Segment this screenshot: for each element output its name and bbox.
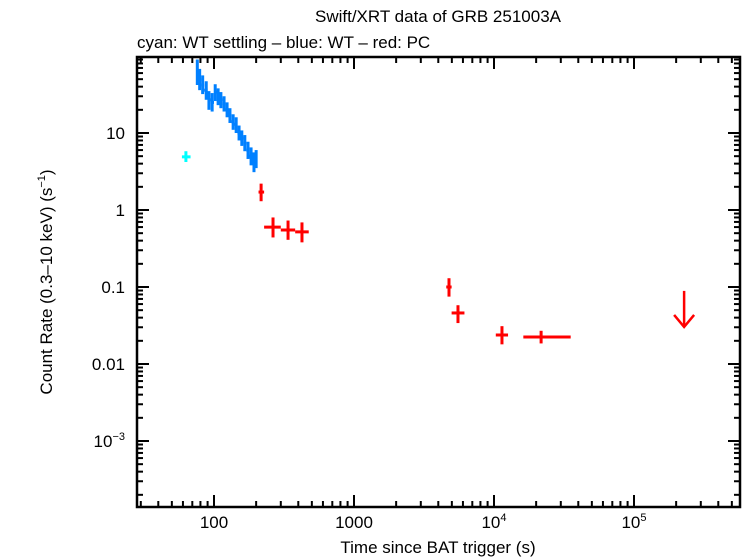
data-point-wt	[254, 150, 258, 169]
data-point-wt	[201, 75, 205, 95]
data-point-wt	[222, 96, 226, 112]
x-tick-label: 105	[621, 512, 646, 532]
data-point-pc	[258, 183, 265, 202]
data-point-pc	[446, 278, 452, 297]
data-point-wt	[246, 141, 250, 159]
y-tick-label: 1	[116, 201, 125, 220]
y-axis-label: Count Rate (0.3–10 keV) (s−1)	[36, 169, 56, 394]
data-point-wt	[219, 92, 223, 109]
plot-frame	[135, 55, 742, 509]
data-point-wt	[228, 108, 232, 123]
chart-title: Swift/XRT data of GRB 251003A	[315, 7, 562, 26]
data-point-pc	[264, 217, 281, 238]
y-tick-label: 10	[106, 124, 125, 143]
data-point-wt-settling	[181, 151, 191, 163]
x-tick-label: 1000	[335, 513, 373, 532]
x-axis-label: Time since BAT trigger (s)	[340, 538, 535, 557]
data-point-pc	[495, 326, 509, 345]
y-tick-label: 0.1	[101, 278, 125, 297]
data-point-wt	[198, 68, 202, 91]
data-point-wt	[249, 147, 253, 166]
data-point-wt	[237, 125, 241, 141]
upper-limit-pc	[673, 290, 696, 329]
y-axis-label-tail: )	[37, 169, 56, 175]
series-pc	[258, 183, 696, 345]
data-point-pc	[523, 330, 571, 344]
data-point-wt	[210, 93, 214, 112]
data-point-wt	[213, 84, 217, 102]
x-tick-label: 104	[481, 512, 506, 532]
data-point-wt	[243, 135, 247, 152]
data-point-wt	[240, 130, 244, 146]
data-point-wt	[231, 114, 235, 130]
y-tick-label: 10−3	[94, 431, 125, 451]
data-point-pc	[295, 222, 309, 243]
y-axis-label-sup: −1	[36, 175, 48, 188]
chart-subtitle: cyan: WT settling – blue: WT – red: PC	[137, 33, 430, 52]
series-wt	[195, 59, 258, 173]
x-tick-label: 100	[200, 513, 228, 532]
data-point-wt	[204, 81, 208, 100]
data-point-wt	[225, 102, 229, 118]
y-tick-label: 0.01	[92, 355, 125, 374]
series-wt-settling	[181, 151, 191, 163]
y-axis-label-main: Count Rate (0.3–10 keV) (s	[37, 188, 56, 395]
data-point-pc	[280, 220, 296, 240]
upper-limit-arrowhead	[673, 314, 696, 329]
data-point-pc	[451, 305, 465, 324]
data-point-wt	[234, 117, 238, 133]
data-point-wt	[216, 88, 220, 106]
data-point-wt	[207, 91, 211, 110]
